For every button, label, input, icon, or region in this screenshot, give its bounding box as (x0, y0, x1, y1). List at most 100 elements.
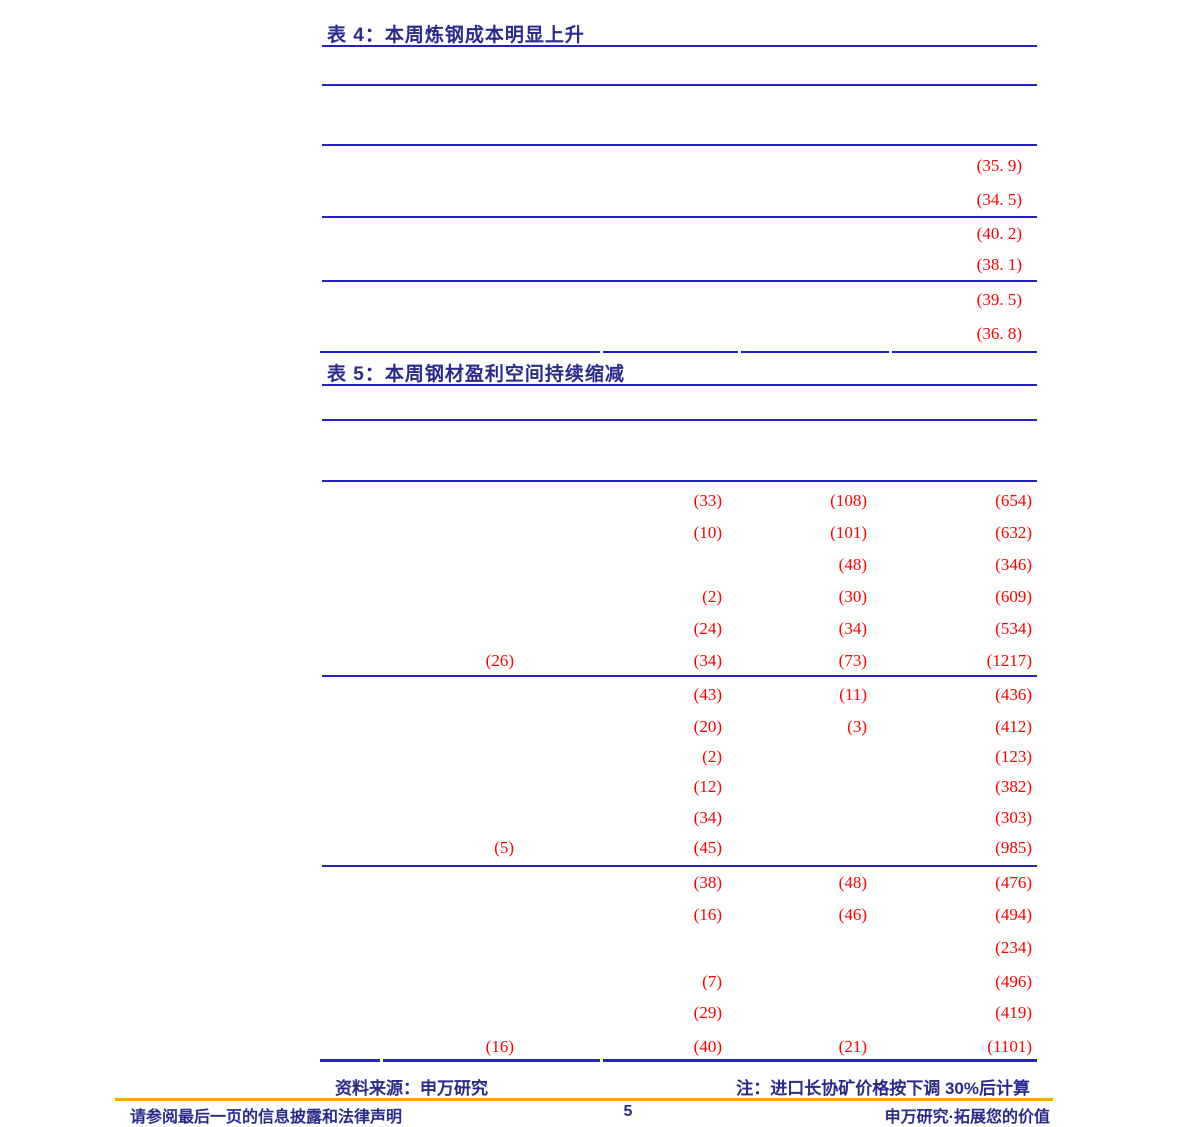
table-cell (320, 523, 514, 543)
table-cell: (1217) (986, 651, 1032, 670)
table-cell: (11) (839, 685, 867, 704)
table4-value: (40. 2) (976, 224, 1022, 243)
table-cell: (5) (494, 838, 514, 857)
table5-row: (38) (48) (476) (320, 873, 1032, 893)
table4-header-bottom-rule (322, 144, 1037, 146)
table-cell: (12) (693, 777, 722, 796)
table-cell: (436) (995, 685, 1032, 704)
table4-value: (35. 9) (976, 156, 1022, 175)
table-cell: (48) (838, 555, 867, 574)
table-cell: (16) (485, 1037, 514, 1056)
table-cell (320, 1003, 514, 1023)
table-cell (320, 619, 514, 639)
table-cell (722, 808, 867, 828)
footer-slogan: 申万研究·拓展您的价值 (884, 1109, 1050, 1126)
table4-title: 表 4：本周炼钢成本明显上升 (327, 25, 585, 46)
table5-row: (34) (303) (320, 808, 1032, 828)
table-note-label: 注：进口长协矿价格按下调 30%后计算 (736, 1079, 1030, 1098)
table4-bottom-rule-segment (603, 351, 738, 353)
table5-row: (234) (320, 938, 1032, 958)
table4-row-separator (322, 216, 1037, 218)
table-cell: (609) (995, 587, 1032, 606)
table5-block-separator (322, 865, 1037, 867)
table-cell: (29) (693, 1003, 722, 1022)
table5-row: (43) (11) (436) (320, 685, 1032, 705)
table-cell (722, 972, 867, 992)
table-cell: (26) (485, 651, 514, 670)
table4-title-underline (322, 45, 1037, 47)
table-cell: (38) (693, 873, 722, 892)
table4-bottom-rule-segment (741, 351, 889, 353)
table-cell (320, 938, 514, 958)
table-cell: (419) (995, 1003, 1032, 1022)
table-cell: (3) (847, 717, 867, 736)
table4-value: (39. 5) (976, 290, 1022, 309)
table4-value: (36. 8) (976, 324, 1022, 343)
table-cell: (7) (702, 972, 722, 991)
table-cell: (2) (702, 747, 722, 766)
table5-row: (20) (3) (412) (320, 717, 1032, 737)
table5-block-separator (322, 675, 1037, 677)
table-cell: (10) (693, 523, 722, 542)
table5-row: (26) (34) (73) (1217) (320, 651, 1032, 671)
table-cell (320, 717, 514, 737)
table-cell: (346) (995, 555, 1032, 574)
table-source-label: 资料来源：申万研究 (335, 1079, 488, 1098)
table-cell (514, 938, 722, 958)
footer-divider (115, 1098, 1053, 1101)
table-cell: (40) (693, 1037, 722, 1056)
table4-row-separator (322, 280, 1037, 282)
table-cell: (494) (995, 905, 1032, 924)
table5-row: (33) (108) (654) (320, 491, 1032, 511)
table5-row: (16) (40) (21) (1101) (320, 1037, 1032, 1057)
table5-row: (2) (123) (320, 747, 1032, 767)
table-cell: (534) (995, 619, 1032, 638)
table4-value: (34. 5) (976, 190, 1022, 209)
table-cell: (34) (693, 651, 722, 670)
table-cell (320, 587, 514, 607)
table-cell (320, 555, 514, 575)
table5-row: (48) (346) (320, 555, 1032, 575)
table-cell: (1101) (987, 1037, 1032, 1056)
table-cell: (108) (830, 491, 867, 510)
table-cell (722, 938, 867, 958)
table-cell (320, 905, 514, 925)
table5-title: 表 5：本周钢材盈利空间持续缩减 (327, 364, 625, 385)
table-cell: (654) (995, 491, 1032, 510)
table-cell: (234) (995, 938, 1032, 957)
table4-bottom-rule-segment (892, 351, 1037, 353)
table5-bottom-rule-segment (603, 1059, 1037, 1062)
footer-page-number: 5 (623, 1103, 633, 1120)
table-cell: (382) (995, 777, 1032, 796)
footer-disclaimer: 请参阅最后一页的信息披露和法律声明 (130, 1109, 403, 1126)
table-cell: (985) (995, 838, 1032, 857)
table-cell (320, 747, 514, 767)
table4-value: (38. 1) (976, 255, 1022, 274)
table-cell: (20) (693, 717, 722, 736)
table-cell (320, 873, 514, 893)
table-cell: (303) (995, 808, 1032, 827)
table-cell: (34) (838, 619, 867, 638)
table5-bottom-rule-segment (320, 1059, 380, 1062)
table-cell: (24) (693, 619, 722, 638)
table-cell (320, 491, 514, 511)
table-cell: (34) (693, 808, 722, 827)
table-cell: (496) (995, 972, 1032, 991)
table-cell: (123) (995, 747, 1032, 766)
table-cell: (21) (838, 1037, 867, 1056)
table5-row: (10) (101) (632) (320, 523, 1032, 543)
table-cell: (101) (830, 523, 867, 542)
table-cell: (476) (995, 873, 1032, 892)
table-cell (722, 1003, 867, 1023)
table5-row: (5) (45) (985) (320, 838, 1032, 858)
table-cell (722, 838, 867, 858)
table-cell: (33) (693, 491, 722, 510)
table-cell: (2) (702, 587, 722, 606)
table-cell (722, 747, 867, 767)
table5-row: (16) (46) (494) (320, 905, 1032, 925)
table-cell: (48) (838, 873, 867, 892)
table5-title-underline (322, 384, 1037, 386)
table-cell: (45) (693, 838, 722, 857)
table-cell: (73) (838, 651, 867, 670)
